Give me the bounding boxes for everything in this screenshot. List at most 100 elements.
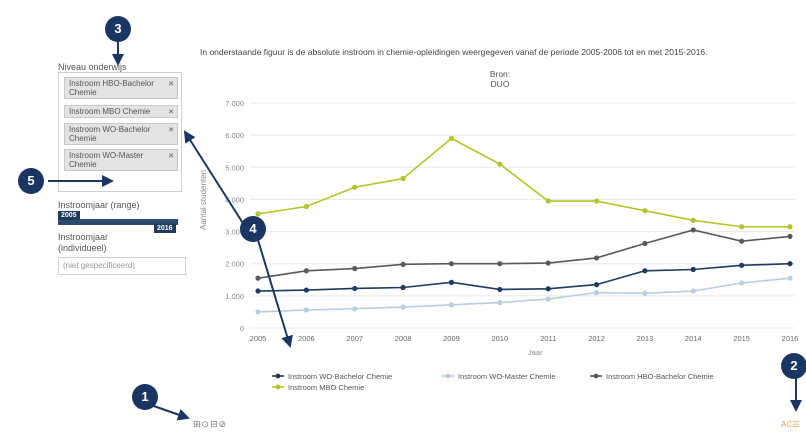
x-tick-label: 2008: [395, 334, 412, 343]
data-point: [400, 261, 406, 267]
data-point: [448, 279, 455, 285]
data-point: [545, 296, 551, 302]
data-point: [690, 288, 696, 294]
remove-tag-icon[interactable]: ✕: [168, 109, 174, 116]
data-point: [400, 175, 406, 182]
tag-wo-master[interactable]: Instroom WO-Master Chemie ✕: [64, 149, 178, 171]
legend-marker: [275, 384, 281, 390]
y-tick-label: 6.000: [225, 131, 244, 140]
tag-label: Instroom WO-Bachelor Chemie: [69, 125, 151, 143]
data-point: [593, 290, 600, 296]
data-point: [255, 288, 261, 294]
x-tick-label: 2011: [540, 334, 556, 343]
data-point: [787, 261, 793, 267]
data-point: [400, 284, 406, 291]
y-tick-label: 2.000: [225, 260, 244, 269]
tag-hbo-bachelor[interactable]: Instroom HBO-Bachelor Chemie ✕: [64, 77, 178, 99]
data-point: [303, 268, 309, 274]
data-point: [593, 255, 600, 261]
x-tick-label: 2009: [443, 334, 460, 343]
language-switch[interactable]: AC☰: [781, 420, 800, 429]
level-multiselect[interactable]: Instroom HBO-Bachelor Chemie ✕ Instroom …: [58, 72, 182, 192]
individual-filter-label: Instroomjaar (individueel): [58, 232, 109, 253]
data-point: [448, 261, 455, 267]
x-tick-label: 2012: [588, 334, 605, 343]
y-tick-label: 5.000: [225, 163, 244, 172]
x-tick-label: 2016: [782, 334, 799, 343]
data-point: [739, 262, 745, 268]
data-point: [642, 240, 648, 247]
x-tick-label: 2014: [685, 334, 702, 343]
annotation-badge-3: 3: [105, 16, 131, 42]
level-filter-label: Niveau onderwijs: [58, 62, 127, 72]
data-point: [352, 265, 358, 272]
x-axis-title: Jaar: [528, 348, 543, 357]
data-point: [352, 285, 358, 292]
data-point: [545, 286, 551, 292]
data-point: [787, 233, 793, 239]
series-line: [257, 229, 791, 279]
chart-subtitle: Bron: DUO: [489, 69, 511, 89]
chart-toolbar-icons[interactable]: ⊞⊙⊟⊘: [193, 419, 228, 429]
y-tick-label: 4.000: [225, 195, 244, 204]
x-tick-label: 2007: [346, 334, 363, 343]
data-point: [642, 208, 648, 214]
data-point: [739, 280, 745, 286]
annotation-badge-4: 4: [240, 216, 266, 242]
data-point: [690, 266, 696, 273]
data-point: [642, 268, 648, 274]
data-point: [739, 224, 745, 230]
remove-tag-icon[interactable]: ✕: [168, 81, 174, 88]
data-point: [593, 198, 600, 204]
legend-label: Instroom WO-Master Chemie: [458, 372, 556, 381]
data-point: [303, 203, 309, 210]
data-point: [255, 309, 261, 315]
data-point: [545, 198, 551, 204]
y-tick-label: 7.000: [225, 99, 244, 108]
data-point: [448, 302, 455, 308]
data-point: [787, 224, 793, 230]
data-point: [448, 135, 455, 141]
remove-tag-icon[interactable]: ✕: [168, 127, 174, 134]
y-axis-title: Aantal studenten: [199, 170, 208, 230]
tag-wo-bachelor[interactable]: Instroom WO-Bachelor Chemie ✕: [64, 123, 178, 145]
data-point: [352, 184, 358, 190]
annotation-badge-5: 5: [18, 168, 44, 194]
slider-fill: [58, 219, 178, 225]
chart-title: In onderstaande figuur is de absolute in…: [200, 47, 708, 57]
data-point: [593, 282, 600, 288]
legend-label: Instroom WO-Bachelor Chemie: [288, 372, 392, 381]
annotation-badge-1: 1: [132, 384, 158, 410]
range-filter-label: Instroomjaar (range): [58, 200, 140, 210]
data-point: [400, 304, 406, 310]
legend-label: Instroom MBO Chemie: [288, 383, 364, 392]
data-point: [497, 161, 503, 167]
data-point: [642, 290, 648, 296]
x-tick-label: 2010: [491, 334, 508, 343]
data-point: [545, 260, 551, 266]
range-end-handle[interactable]: 2016: [154, 224, 176, 233]
data-point: [497, 261, 503, 267]
individual-year-input[interactable]: (niet gespecificeerd): [58, 257, 186, 275]
data-point: [690, 217, 696, 223]
x-tick-label: 2005: [250, 334, 267, 343]
tag-mbo[interactable]: Instroom MBO Chemie ✕: [64, 105, 178, 118]
data-point: [497, 300, 503, 306]
legend-marker: [445, 373, 451, 379]
data-point: [303, 307, 309, 313]
x-tick-label: 2013: [637, 334, 654, 343]
data-point: [739, 238, 745, 244]
legend-marker: [593, 373, 599, 379]
data-point: [690, 227, 696, 233]
annotation-badge-2: 2: [781, 353, 806, 379]
year-range-slider[interactable]: [58, 219, 178, 225]
range-start-handle[interactable]: 2005: [58, 211, 80, 220]
remove-tag-icon[interactable]: ✕: [168, 153, 174, 160]
data-point: [303, 287, 309, 293]
series-line: [257, 277, 791, 313]
data-point: [497, 286, 503, 293]
data-point: [352, 306, 358, 312]
y-tick-label: 1.000: [225, 292, 244, 301]
series-line: [257, 137, 790, 228]
x-tick-label: 2015: [733, 334, 750, 343]
